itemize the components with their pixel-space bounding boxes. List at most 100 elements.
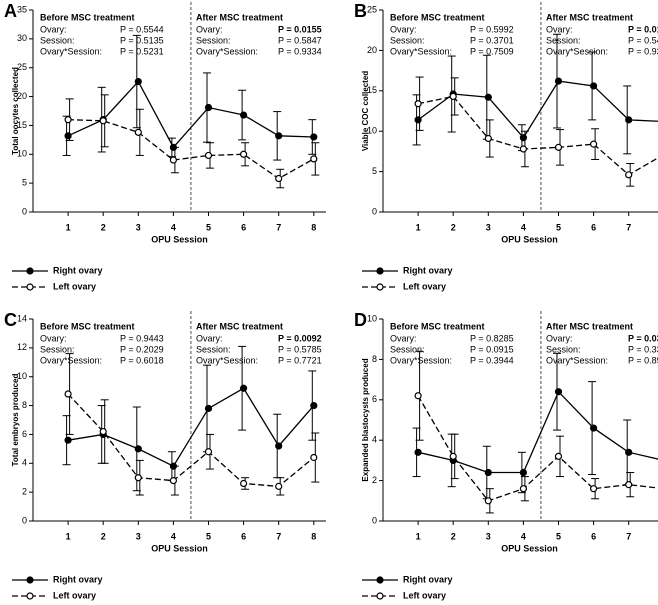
data-point	[519, 485, 527, 493]
annotation-p-value: P = 0.0322	[628, 333, 658, 343]
x-tick-label: 7	[626, 531, 631, 541]
x-axis-label: OPU Session	[501, 543, 558, 553]
x-tick-label: 6	[591, 531, 596, 541]
annotation-p-value: P = 0.2029	[120, 344, 164, 354]
data-point	[310, 155, 318, 163]
y-tick-label: 5	[372, 166, 377, 176]
data-point	[414, 100, 422, 108]
x-axis-label: OPU Session	[151, 234, 208, 244]
annotation-p-value: P = 0.0109	[628, 24, 658, 34]
y-tick-label: 25	[17, 62, 27, 72]
annotation-title: Before MSC treatment	[40, 321, 135, 331]
annotation-label: Ovary*Session:	[196, 46, 258, 56]
annotation-p-value: P = 0.6018	[120, 355, 164, 365]
y-tick-label: 2	[22, 487, 27, 497]
x-tick-label: 1	[416, 222, 421, 232]
data-point	[204, 404, 213, 413]
y-tick-label: 35	[17, 4, 27, 14]
data-point	[484, 497, 492, 505]
legend-marker	[26, 283, 34, 291]
y-tick-label: 15	[17, 120, 27, 130]
data-point	[625, 116, 633, 124]
y-tick-label: 10	[367, 313, 377, 323]
data-point	[310, 133, 318, 141]
annotation-label: Session:	[40, 344, 75, 354]
y-tick-label: 14	[17, 313, 27, 323]
data-point	[64, 116, 72, 124]
legend-label: Right ovary	[53, 265, 103, 275]
x-tick-label: 4	[171, 222, 176, 232]
data-point	[240, 479, 248, 488]
x-tick-label: 2	[101, 222, 106, 232]
annotation-label: Session:	[390, 344, 425, 354]
data-point	[484, 468, 492, 477]
x-tick-label: 8	[311, 531, 316, 541]
annotation-title: After MSC treatment	[546, 321, 633, 331]
annotation-p-value: P = 0.9443	[120, 333, 164, 343]
x-tick-label: 1	[66, 222, 71, 232]
legend-label: Left ovary	[53, 590, 96, 600]
y-tick-label: 25	[367, 4, 377, 14]
legend-label: Left ovary	[53, 281, 96, 291]
annotation-p-value: P = 0.5785	[278, 344, 322, 354]
annotation-title: After MSC treatment	[196, 12, 283, 22]
data-point	[240, 150, 248, 158]
data-point	[414, 448, 422, 456]
panel-letter: D	[354, 310, 367, 330]
annotation-label: Ovary*Session:	[196, 355, 258, 365]
x-tick-label: 8	[311, 222, 316, 232]
panel-letter: C	[4, 310, 17, 330]
series-line	[68, 119, 315, 180]
y-axis-label: Total embryos produced	[11, 374, 20, 467]
data-point	[554, 388, 563, 396]
x-tick-label: 2	[101, 531, 106, 541]
data-point	[625, 448, 633, 456]
annotation-p-value: P = 0.3701	[470, 35, 514, 45]
y-tick-label: 0	[372, 515, 377, 525]
annotation-label: Session:	[546, 344, 581, 354]
y-tick-label: 4	[22, 458, 27, 468]
series-line	[67, 80, 314, 149]
y-tick-label: 10	[367, 126, 377, 136]
legend-marker	[376, 576, 384, 584]
data-point	[414, 116, 422, 124]
annotation-label: Ovary*Session:	[390, 46, 452, 56]
data-point	[519, 145, 527, 153]
annotation-label: Ovary:	[40, 24, 67, 34]
annotation-title: Before MSC treatment	[390, 12, 485, 22]
x-tick-label: 7	[626, 222, 631, 232]
y-tick-label: 12	[17, 342, 27, 352]
annotation-p-value: P = 0.0915	[470, 344, 514, 354]
x-tick-label: 5	[206, 222, 211, 232]
x-tick-label: 1	[416, 531, 421, 541]
legend-marker	[376, 283, 384, 291]
x-tick-label: 5	[206, 531, 211, 541]
annotation-p-value: P = 0.9368	[628, 46, 658, 56]
legend-marker	[26, 592, 34, 600]
annotation-label: Ovary:	[40, 333, 67, 343]
data-point	[484, 93, 492, 101]
y-axis-label: Total oocytes collected	[11, 67, 20, 155]
annotation-p-value: P = 0.3322	[628, 344, 658, 354]
data-point	[519, 134, 527, 142]
x-tick-label: 4	[521, 222, 526, 232]
annotation-label: Session:	[196, 35, 231, 45]
data-point	[310, 401, 318, 410]
y-tick-label: 8	[372, 354, 377, 364]
data-point	[275, 132, 283, 140]
annotation-label: Ovary*Session:	[546, 46, 608, 56]
annotation-label: Ovary:	[546, 333, 573, 343]
annotation-p-value: P = 0.8919	[628, 355, 658, 365]
y-tick-label: 30	[17, 33, 27, 43]
y-tick-label: 0	[372, 206, 377, 216]
legend-label: Left ovary	[403, 281, 446, 291]
y-axis-label: Viable COC collected	[361, 71, 370, 151]
data-point	[204, 448, 213, 456]
annotation-p-value: P = 0.5497	[628, 35, 658, 45]
annotation-p-value: P = 0.5544	[120, 24, 164, 34]
x-tick-label: 1	[66, 531, 71, 541]
annotation-label: Ovary:	[196, 24, 223, 34]
data-point	[99, 117, 107, 125]
y-tick-label: 10	[17, 371, 27, 381]
